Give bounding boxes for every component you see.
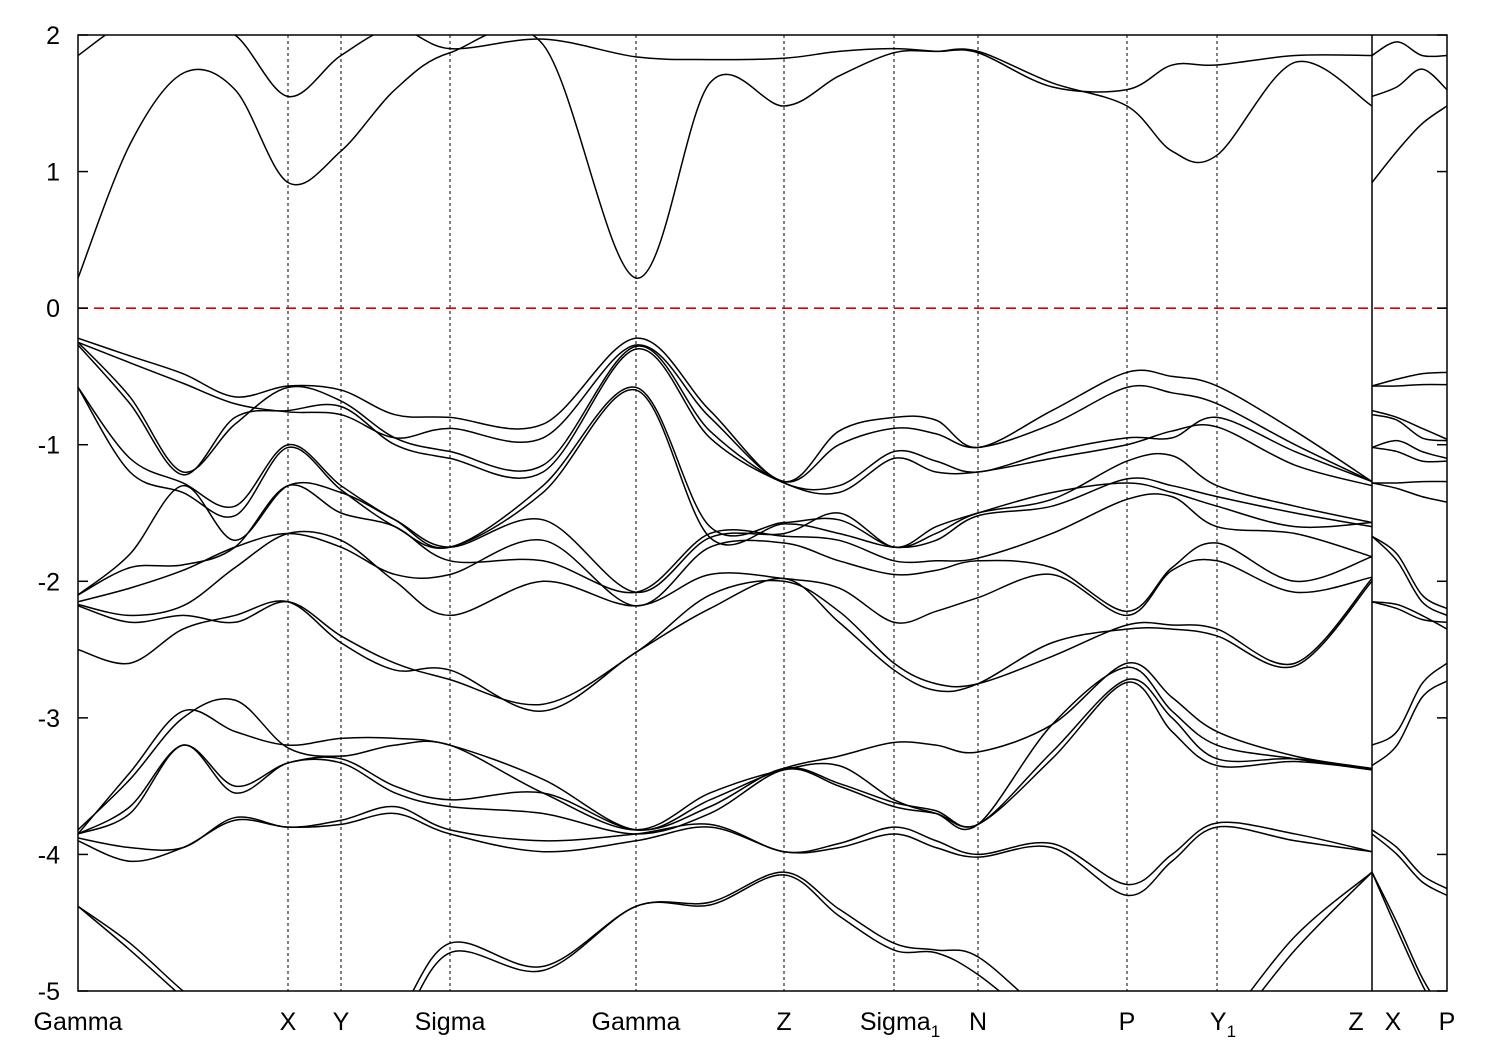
band-line-seg1-19 [1371,871,1431,991]
x-tick-text: Z [776,1008,791,1036]
x-tick-label: Y [333,1008,350,1036]
y-tick-label: 2 [46,22,60,50]
band-line-seg1-6 [1371,409,1447,440]
band-line-seg0-17 [78,681,1373,835]
y-tick-label: -5 [38,978,60,1006]
band-line-seg1-5 [1371,413,1447,442]
x-tick-text: P [1119,1008,1136,1036]
x-tick-label: Z [1348,1008,1363,1036]
x-tick-text: P [1439,1008,1456,1036]
band-line-seg1-4 [1371,383,1447,387]
band-line-seg0-8 [78,481,1373,596]
x-tick-label: P [1119,1008,1136,1036]
x-tick-text: Gamma [592,1008,681,1036]
band-line-seg1-2 [1371,41,1447,58]
y-tick-label: 1 [46,159,60,187]
x-tick-text: Gamma [34,1008,123,1036]
band-line-seg0-18 [78,805,1373,886]
x-axis: Gamma X Y Sigma Gamma Z Sigma1 N P Y1 Z X P [34,1008,1456,1041]
band-line-seg1-11 [1371,535,1447,610]
band-line-seg0-13 [78,577,1373,712]
band-line-seg1-10 [1371,482,1447,503]
band-line-seg0-6 [78,386,1373,549]
x-tick-text: N [969,1008,987,1036]
band-line-seg0-16 [78,678,1373,835]
x-tick-label: Gamma [34,1008,123,1036]
y-tick-label: -3 [38,705,60,733]
band-line-seg0-11 [78,530,1373,624]
y-axis: 2 1 0 -1 -2 -3 -4 -5 [38,22,1447,1006]
band-line-seg1-18 [1371,833,1447,897]
band-line-seg1-9 [1371,480,1447,484]
band-line-seg0-19 [78,812,1373,897]
x-tick-label: N [969,1008,987,1036]
x-tick-label: Sigma1 [860,1008,940,1041]
y-tick-label: 0 [46,295,60,323]
band-line-seg1-12 [1371,535,1447,617]
bands [78,35,1447,991]
y-tick-label: -4 [38,841,60,869]
x-tick-label: P [1439,1008,1456,1036]
band-line-seg0-15 [78,666,1373,831]
x-tick-label: Y1 [1210,1008,1236,1041]
x-tick-text: Y [1210,1008,1227,1036]
band-line-seg1-16 [1371,680,1447,767]
x-tick-subscript: 1 [1227,1022,1236,1041]
x-tick-text: X [1385,1008,1402,1036]
band-line-seg0-21 [78,871,1373,991]
band-line-seg0-3 [78,341,1373,483]
band-line-seg0-5 [78,344,1373,495]
x-tick-text: Z [1348,1008,1363,1036]
band-line-seg1-20 [1371,871,1427,991]
x-tick-subscript: 1 [931,1022,940,1041]
band-line-seg0-7 [78,386,1373,550]
band-line-seg0-20 [78,871,1373,991]
band-line-seg0-4 [78,341,1373,491]
x-tick-label: Gamma [592,1008,681,1036]
x-tick-text: Sigma [415,1008,486,1036]
y-tick-label: -1 [38,432,60,460]
band-line-seg0-1 [78,35,1373,98]
high-symmetry-lines [287,35,1373,991]
band-line-seg0-9 [78,484,1373,596]
band-line-seg1-15 [1371,662,1447,746]
plot-frame [77,34,1448,992]
band-line-seg1-13 [1371,601,1447,630]
x-tick-label: Sigma [415,1008,486,1036]
band-line-seg1-14 [1371,601,1447,624]
band-line-seg1-1 [1371,68,1447,98]
band-line-seg0-0 [78,35,1373,279]
band-line-seg0-14 [78,662,1373,835]
x-tick-label: X [280,1008,297,1036]
band-line-seg1-7 [1371,439,1447,460]
band-line-seg1-3 [1371,371,1447,387]
band-line-seg0-12 [78,578,1373,706]
x-tick-text: X [280,1008,297,1036]
band-line-seg1-0 [1371,105,1447,183]
x-tick-text: Sigma [860,1008,931,1036]
band-line-seg1-17 [1371,829,1447,890]
x-tick-label: Z [776,1008,791,1036]
band-line-seg1-8 [1371,446,1447,463]
band-line-seg0-2 [78,337,1373,483]
x-tick-label: X [1385,1008,1402,1036]
band-line-seg0-10 [78,532,1373,613]
x-tick-text: Y [333,1008,350,1036]
y-tick-label: -2 [38,568,60,596]
